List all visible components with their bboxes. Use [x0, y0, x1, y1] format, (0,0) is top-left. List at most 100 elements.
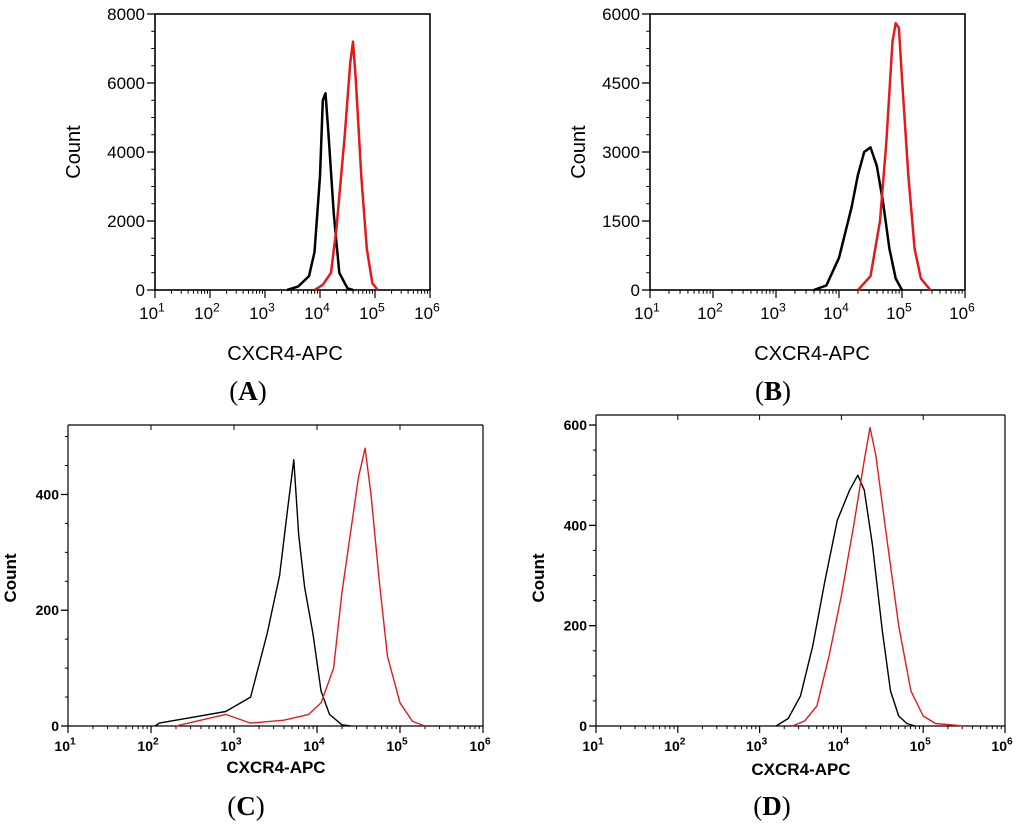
panel-label: (C) — [227, 791, 265, 821]
x-tick-base: 10 — [359, 304, 378, 323]
x-tick-exponent: 4 — [319, 737, 325, 748]
panel-label: (A) — [229, 376, 267, 406]
x-tick-base: 10 — [634, 304, 653, 323]
panel-label-letter: B — [764, 376, 782, 406]
x-axis-title: CXCR4-APC — [754, 343, 870, 365]
panel-label-close: ) — [782, 376, 791, 406]
x-tick-label: 101 — [139, 300, 165, 323]
y-tick-label: 0 — [579, 718, 587, 734]
x-tick-exponent: 6 — [485, 737, 491, 748]
x-tick-label: 104 — [823, 300, 849, 323]
panel-label-letter: D — [762, 791, 782, 821]
series-line-control — [286, 92, 354, 292]
x-tick-exponent: 3 — [268, 300, 275, 314]
chart-panel-d: 101 102 103 104 105 1060200400600CXCR4-APCCou… — [529, 414, 1013, 821]
x-tick-base: 10 — [910, 738, 926, 754]
y-tick-label: 4000 — [107, 143, 145, 162]
y-axis-title: Count — [1, 553, 20, 602]
y-tick-label: 400 — [564, 517, 588, 533]
x-tick-exponent: 3 — [779, 300, 786, 314]
x-tick-exponent: 1 — [598, 737, 604, 748]
x-tick-label: 105 — [886, 300, 912, 323]
x-tick-exponent: 6 — [433, 300, 440, 314]
x-tick-exponent: 4 — [323, 300, 330, 314]
x-tick-label: 104 — [303, 737, 325, 754]
x-tick-base: 10 — [828, 738, 844, 754]
chart-panel-a: 101 102 103 104 105 10602000400060008000CXCR4… — [63, 5, 440, 406]
x-tick-exponent: 2 — [680, 737, 686, 748]
x-tick-exponent: 3 — [236, 737, 242, 748]
x-tick-base: 10 — [582, 738, 598, 754]
x-tick-exponent: 2 — [213, 300, 220, 314]
x-tick-base: 10 — [303, 738, 319, 754]
x-tick-label: 103 — [220, 737, 242, 754]
chart-panel-b: 101 102 103 104 105 10601500300045006000CXCR4… — [568, 5, 975, 406]
panel-label-open: ( — [755, 376, 764, 406]
series-line-cxcr4 — [313, 40, 379, 292]
y-axis-title: Count — [568, 125, 590, 179]
x-tick-label: 102 — [137, 737, 159, 754]
x-tick-label: 101 — [54, 737, 76, 754]
x-tick-exponent: 5 — [378, 300, 385, 314]
x-tick-label: 106 — [414, 300, 440, 323]
y-tick-label: 0 — [631, 281, 640, 300]
y-tick-label: 200 — [36, 602, 60, 618]
x-axis-title: CXCR4-APC — [751, 760, 850, 779]
x-tick-label: 104 — [828, 737, 850, 754]
y-tick-label: 0 — [136, 281, 145, 300]
x-tick-label: 106 — [949, 300, 975, 323]
panel-label-close: ) — [782, 791, 791, 821]
x-tick-label: 103 — [746, 737, 768, 754]
x-tick-base: 10 — [949, 304, 968, 323]
x-tick-base: 10 — [746, 738, 762, 754]
y-axis-title: Count — [529, 553, 548, 602]
x-tick-label: 105 — [910, 737, 932, 754]
x-axis-title: CXCR4-APC — [227, 343, 343, 365]
y-tick-label: 1500 — [602, 212, 640, 231]
x-tick-exponent: 2 — [716, 300, 723, 314]
x-axis-title: CXCR4-APC — [226, 758, 325, 777]
x-tick-base: 10 — [137, 738, 153, 754]
x-tick-base: 10 — [991, 738, 1007, 754]
x-tick-label: 105 — [359, 300, 385, 323]
panel-label: (B) — [755, 376, 791, 406]
plot-frame — [154, 13, 431, 291]
y-tick-label: 6000 — [602, 5, 640, 24]
x-tick-base: 10 — [220, 738, 236, 754]
panel-label-close: ) — [258, 376, 267, 406]
series-line-cxcr4 — [175, 447, 426, 727]
x-tick-base: 10 — [823, 304, 842, 323]
panel-label: (D) — [753, 791, 791, 821]
chart-panel-c: 101 102 103 104 105 1060200400CXCR4-APCCount(… — [1, 424, 491, 821]
y-tick-label: 0 — [51, 718, 59, 734]
y-tick-label: 2000 — [107, 212, 145, 231]
x-tick-base: 10 — [664, 738, 680, 754]
y-tick-label: 8000 — [107, 5, 145, 24]
y-tick-label: 200 — [564, 618, 588, 634]
y-tick-label: 4500 — [602, 74, 640, 93]
x-tick-label: 101 — [582, 737, 604, 754]
x-tick-base: 10 — [139, 304, 158, 323]
x-tick-label: 101 — [634, 300, 660, 323]
x-tick-base: 10 — [386, 738, 402, 754]
x-tick-base: 10 — [697, 304, 716, 323]
x-tick-exponent: 5 — [905, 300, 912, 314]
x-tick-label: 103 — [760, 300, 786, 323]
x-tick-base: 10 — [194, 304, 213, 323]
x-tick-label: 104 — [304, 300, 330, 323]
x-tick-base: 10 — [54, 738, 70, 754]
x-tick-exponent: 1 — [158, 300, 165, 314]
x-tick-exponent: 5 — [925, 737, 931, 748]
x-tick-exponent: 5 — [402, 737, 408, 748]
y-tick-label: 600 — [564, 417, 588, 433]
x-tick-exponent: 1 — [70, 737, 76, 748]
x-tick-label: 106 — [469, 737, 491, 754]
panel-label-open: ( — [753, 791, 762, 821]
series-line-cxcr4 — [792, 426, 965, 727]
panel-label-letter: A — [238, 376, 258, 406]
series-line-control — [154, 459, 351, 727]
x-tick-label: 102 — [194, 300, 220, 323]
series-line-control — [775, 474, 916, 727]
x-tick-base: 10 — [304, 304, 323, 323]
